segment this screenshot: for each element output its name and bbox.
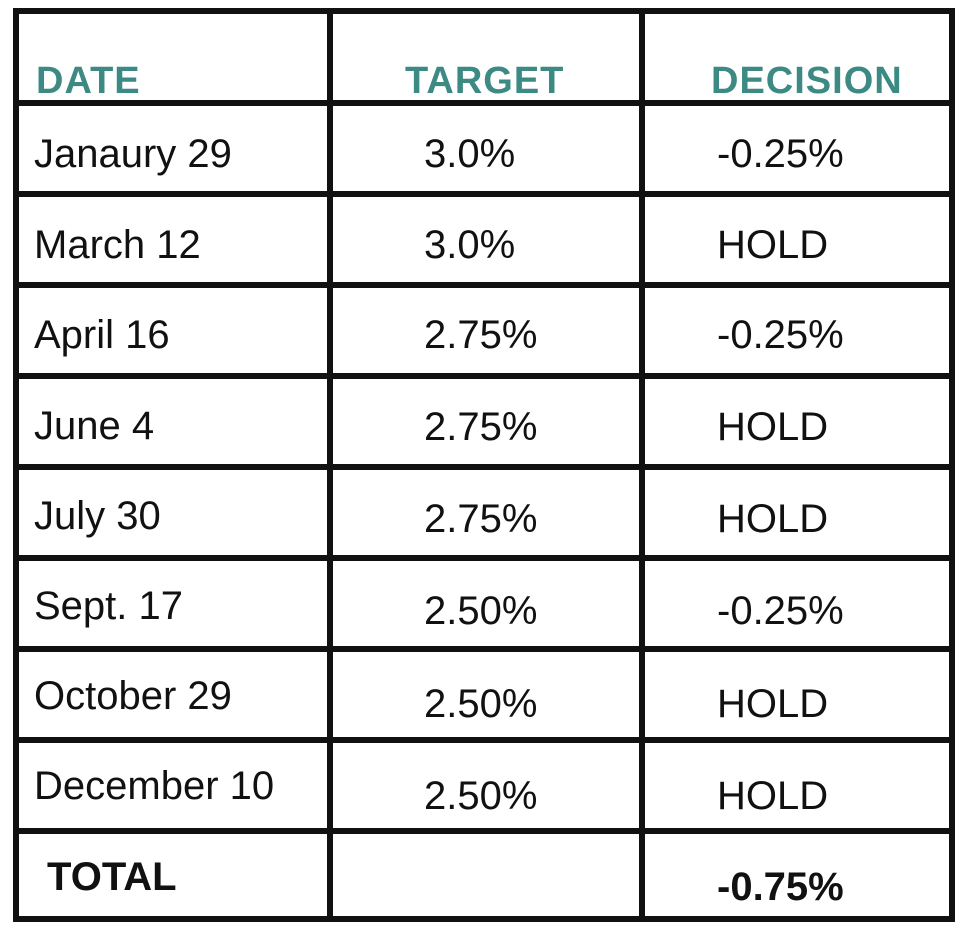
rate-decisions-table: DATE TARGET DECISION Janaury 29 3.0% -0.… [13, 8, 955, 922]
row-date: October 29 [34, 674, 232, 718]
row-date: Sept. 17 [34, 584, 184, 628]
row-divider [19, 464, 949, 470]
row-target: 3.0% [424, 223, 516, 267]
row-decision: HOLD [717, 682, 829, 726]
row-decision: -0.25% [717, 589, 844, 633]
row-target: 2.50% [424, 589, 538, 633]
row-divider [19, 100, 949, 106]
row-target: 2.75% [424, 313, 538, 357]
total-decision: -0.75% [717, 865, 844, 909]
header-decision: DECISION [711, 60, 903, 102]
row-target: 2.50% [424, 682, 538, 726]
header-date: DATE [36, 60, 141, 102]
row-divider [19, 646, 949, 652]
row-target: 3.0% [424, 132, 516, 176]
row-divider [19, 191, 949, 197]
row-date: April 16 [34, 313, 170, 357]
row-divider [19, 282, 949, 288]
total-label: TOTAL [47, 855, 177, 899]
row-date: Janaury 29 [34, 132, 232, 176]
row-decision: HOLD [717, 405, 829, 449]
row-decision: HOLD [717, 497, 829, 541]
row-decision: HOLD [717, 774, 829, 818]
row-target: 2.50% [424, 774, 538, 818]
header-target: TARGET [405, 60, 565, 102]
row-decision: -0.25% [717, 132, 844, 176]
row-date: July 30 [34, 494, 161, 538]
row-divider [19, 737, 949, 743]
row-decision: HOLD [717, 223, 829, 267]
row-target: 2.75% [424, 405, 538, 449]
row-decision: -0.25% [717, 313, 844, 357]
row-target: 2.75% [424, 497, 538, 541]
row-date: December 10 [34, 764, 275, 808]
row-divider [19, 373, 949, 379]
row-date: March 12 [34, 223, 201, 267]
row-divider [19, 828, 949, 834]
row-divider [19, 555, 949, 561]
row-date: June 4 [34, 404, 155, 448]
